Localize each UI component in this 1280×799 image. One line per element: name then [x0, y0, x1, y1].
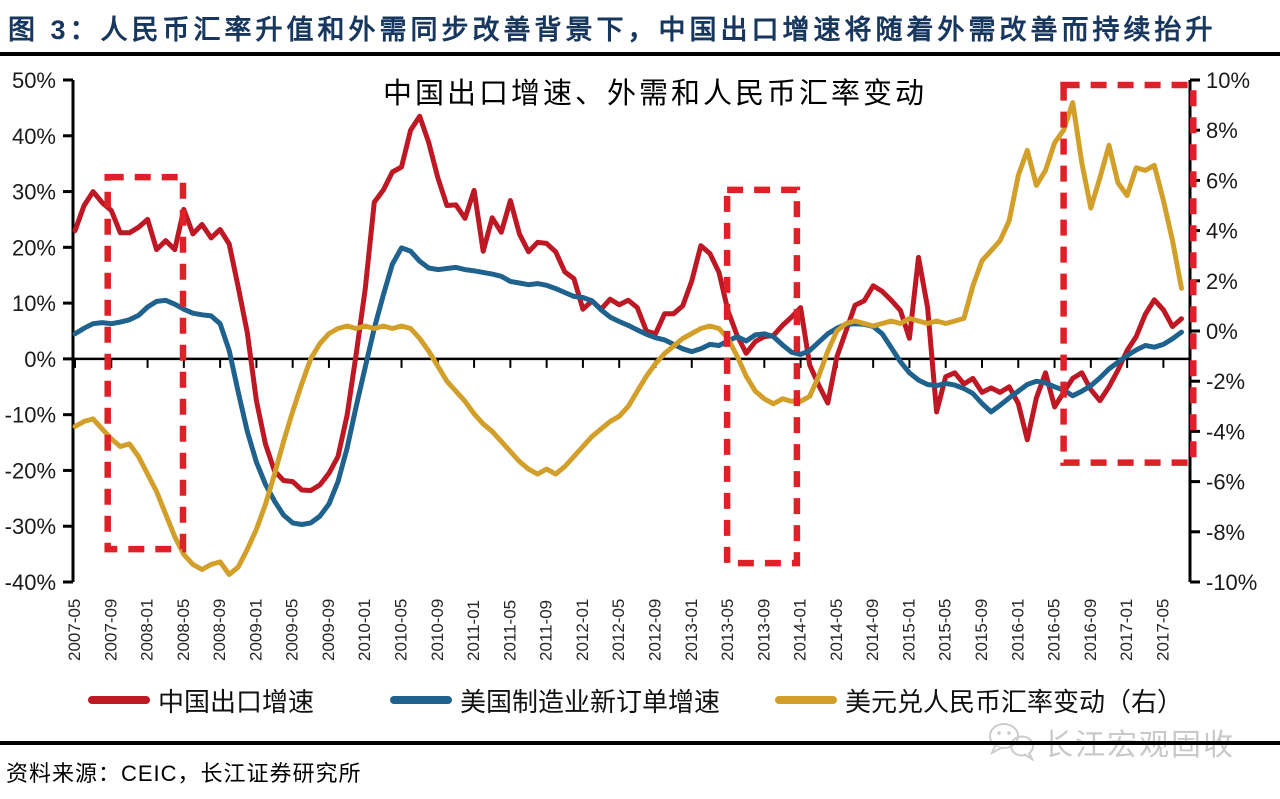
wechat-icon: [989, 723, 1035, 762]
x-axis-label: 2010-05: [392, 599, 411, 661]
china-export-growth-line: [72, 113, 1184, 493]
x-axis-label: 2017-05: [1153, 599, 1172, 661]
x-axis-label: 2016-09: [1081, 599, 1100, 661]
left-axis-label: -40%: [5, 570, 56, 595]
legend-label: 美元兑人民币汇率变动（右）: [845, 686, 1184, 717]
us-manufacturing-new-orders-line: [72, 245, 1184, 527]
x-axis-label: 2014-05: [827, 599, 846, 661]
x-axis-label: 2015-01: [899, 599, 918, 661]
usd-cny-change-line: [72, 100, 1184, 577]
right-axis-label: 8%: [1206, 118, 1238, 143]
x-axis-label: 2015-05: [936, 599, 955, 661]
right-axis-label: 2%: [1206, 269, 1238, 294]
left-axis-label: 10%: [12, 291, 56, 316]
x-axis-label: 2012-09: [645, 599, 664, 661]
right-axis-label: 0%: [1206, 319, 1238, 344]
watermark: 长江宏观固收: [985, 720, 1235, 764]
left-axis-label: 30%: [12, 180, 56, 205]
right-axis-label: -4%: [1206, 419, 1245, 444]
legend-label: 美国制造业新订单增速: [460, 686, 721, 717]
x-axis-label: 2016-01: [1008, 599, 1027, 661]
x-axis-label: 2011-09: [537, 600, 556, 661]
x-axis-label: 2013-09: [754, 599, 773, 661]
x-axis-label: 2007-05: [65, 599, 84, 661]
highlight-box: [1060, 81, 1197, 466]
x-axis-label: 2010-01: [355, 599, 374, 661]
left-axis-label: 40%: [12, 124, 56, 149]
highlight-box: [104, 173, 187, 553]
x-axis-label: 2017-01: [1117, 599, 1136, 661]
right-axis-label: 10%: [1206, 68, 1250, 93]
right-axis-label: -2%: [1206, 369, 1245, 394]
source-note: 资料来源：CEIC，长江证券研究所: [6, 761, 362, 786]
legend-label: 中国出口增速: [158, 686, 315, 717]
left-axis-label: -20%: [5, 458, 56, 483]
right-axis-label: -8%: [1206, 520, 1245, 545]
left-axis-label: 50%: [12, 68, 56, 93]
x-axis-label: 2008-01: [138, 599, 157, 661]
x-axis-label: 2009-09: [319, 599, 338, 661]
chart-legend: 中国出口增速 美国制造业新订单增速 美元兑人民币汇率变动（右）: [0, 684, 1280, 718]
x-axis-label: 2014-01: [791, 599, 810, 661]
left-axis-label: -30%: [5, 514, 56, 539]
us-new-orders-swatch: [390, 696, 452, 704]
x-axis-label: 2012-05: [609, 599, 628, 661]
x-axis-label: 2011-05: [500, 600, 519, 661]
x-axis-label: 2013-05: [718, 599, 737, 661]
x-axis-label: 2008-05: [174, 599, 193, 661]
highlight-box: [723, 186, 801, 567]
right-axis-label: 4%: [1206, 219, 1238, 244]
x-axis-label: 2016-05: [1045, 599, 1064, 661]
legend-item-china-export: 中国出口增速: [88, 684, 315, 717]
right-axis-label: 6%: [1206, 168, 1238, 193]
footer-divider-line: [0, 741, 1280, 745]
x-axis-label: 2013-01: [682, 599, 701, 661]
title-divider-line: [0, 52, 1280, 56]
x-axis-label: 2014-09: [863, 599, 882, 661]
right-axis-label: -10%: [1206, 570, 1257, 595]
usd-cny-swatch: [775, 696, 837, 704]
legend-item-usd-cny: 美元兑人民币汇率变动（右）: [775, 684, 1184, 717]
left-axis-label: 0%: [24, 347, 56, 372]
legend-item-us-new-orders: 美国制造业新订单增速: [390, 684, 721, 717]
china-export-swatch: [88, 696, 150, 704]
page-title: 图 3：人民币汇率升值和外需同步改善背景下，中国出口增速将随着外需改善而持续抬升: [8, 15, 1217, 45]
x-axis-label: 2008-09: [210, 599, 229, 661]
left-axis-label: -10%: [5, 403, 56, 428]
x-axis-label: 2015-09: [972, 599, 991, 661]
chart-title: 中国出口增速、外需和人民币汇率变动: [382, 76, 927, 110]
x-axis-label: 2012-01: [573, 599, 592, 661]
x-axis-label: 2009-05: [283, 599, 302, 661]
watermark-text: 长江宏观固收: [1043, 729, 1235, 762]
x-axis-label: 2010-09: [428, 599, 447, 661]
x-axis-label: 2011-01: [464, 600, 483, 661]
x-axis-label: 2007-09: [101, 599, 120, 661]
left-axis-label: 20%: [12, 235, 56, 260]
right-axis-label: -6%: [1206, 470, 1245, 495]
x-axis-label: 2009-01: [246, 599, 265, 661]
